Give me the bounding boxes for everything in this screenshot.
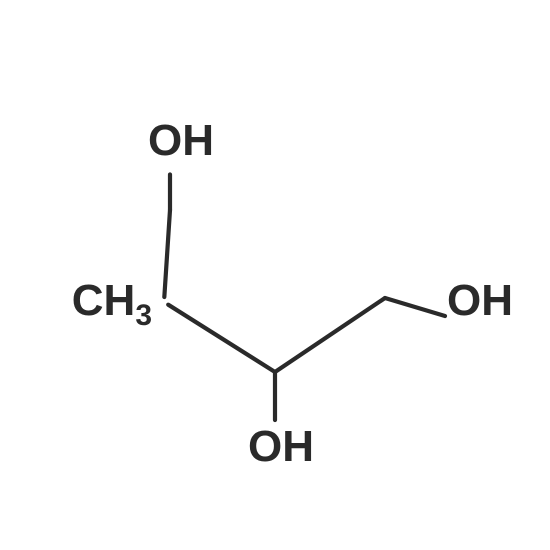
bond	[164, 210, 170, 297]
bond	[275, 298, 385, 372]
atom-label-CH3: CH3	[72, 276, 152, 332]
atom-label-OH_right: OH	[447, 276, 513, 325]
bond	[168, 305, 275, 372]
bond	[385, 298, 445, 316]
atom-label-OH_top: OH	[148, 116, 214, 165]
molecule-diagram: OH CH3 OH OH	[0, 0, 550, 550]
atom-label-OH_bottom: OH	[248, 422, 314, 471]
